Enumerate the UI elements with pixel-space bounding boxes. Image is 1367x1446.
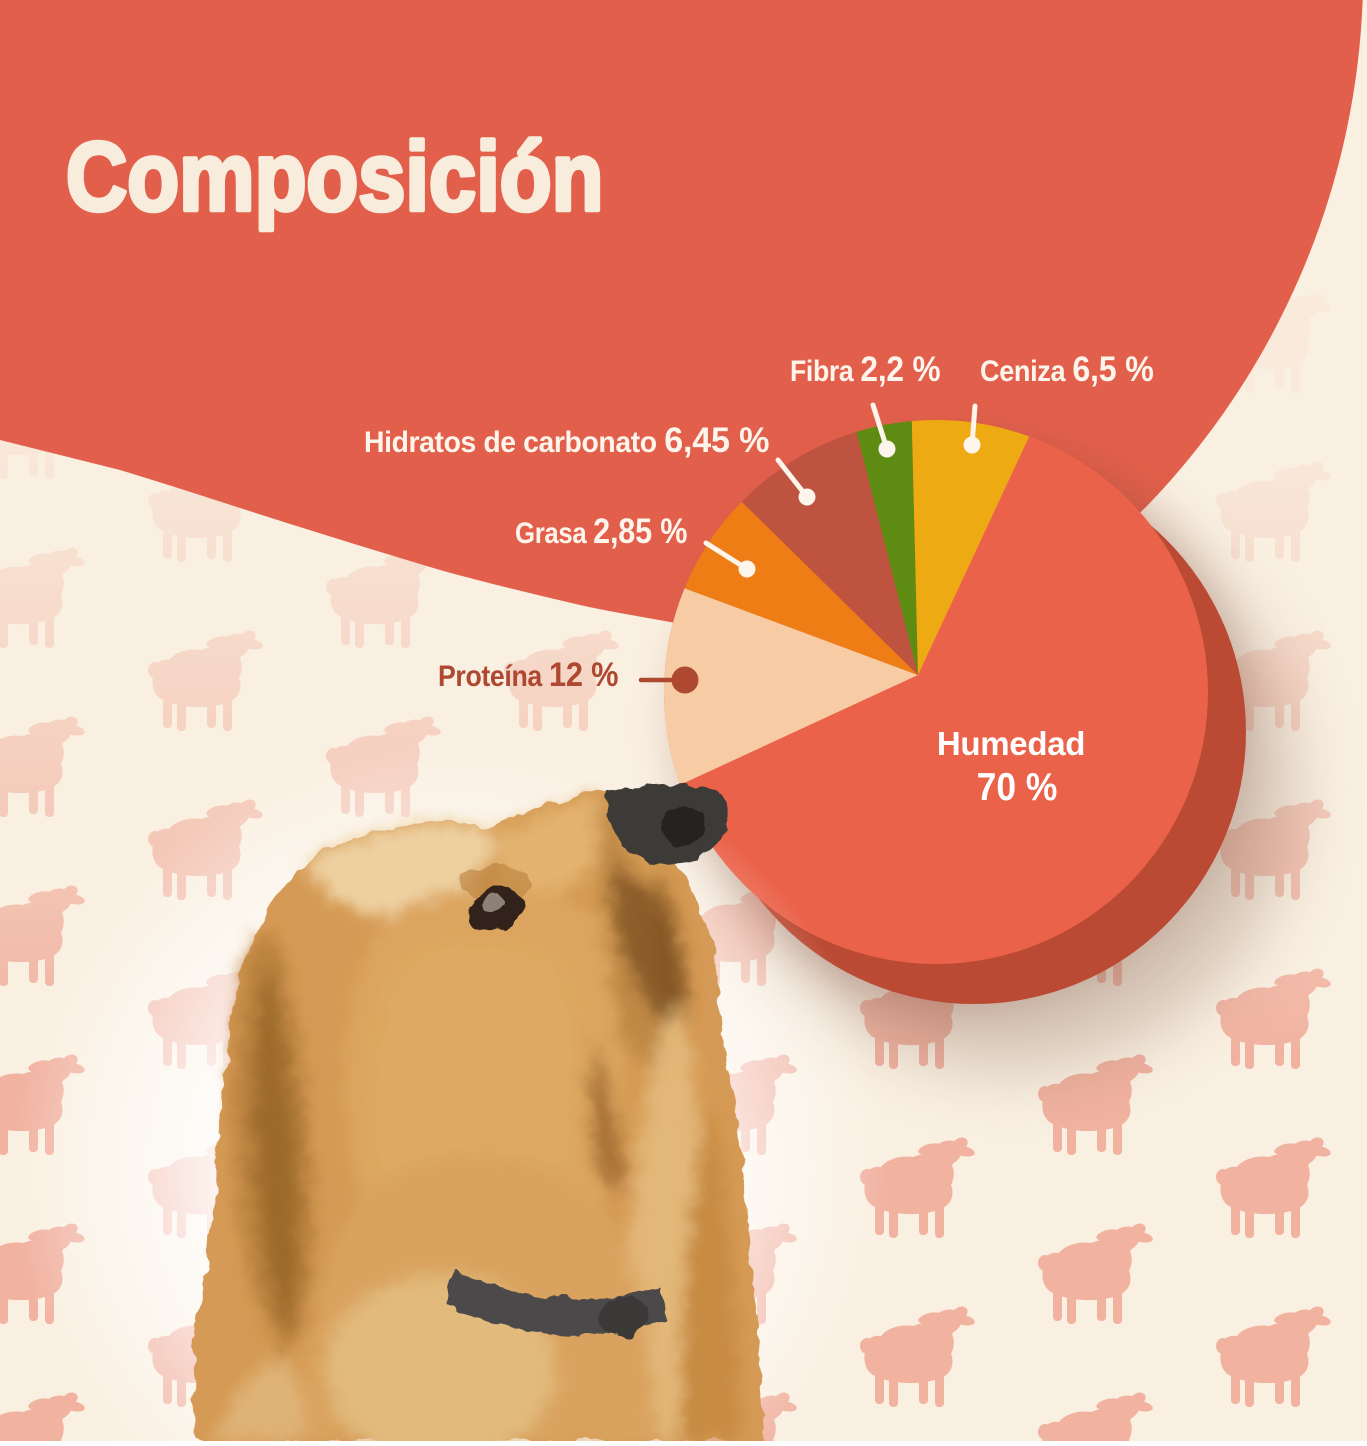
svg-text:Proteína 12 %: Proteína 12 % xyxy=(438,656,618,694)
svg-text:Humedad: Humedad xyxy=(937,725,1085,762)
svg-text:Ceniza 6,5 %: Ceniza 6,5 % xyxy=(980,351,1154,390)
svg-text:Fibra 2,2 %: Fibra 2,2 % xyxy=(790,351,940,390)
svg-text:Grasa 2,85 %: Grasa 2,85 % xyxy=(515,511,687,550)
svg-text:Composición: Composición xyxy=(66,124,603,231)
svg-text:70 %: 70 % xyxy=(977,766,1058,809)
svg-text:Hidratos de carbonato 6,45 %: Hidratos de carbonato 6,45 % xyxy=(364,420,769,460)
